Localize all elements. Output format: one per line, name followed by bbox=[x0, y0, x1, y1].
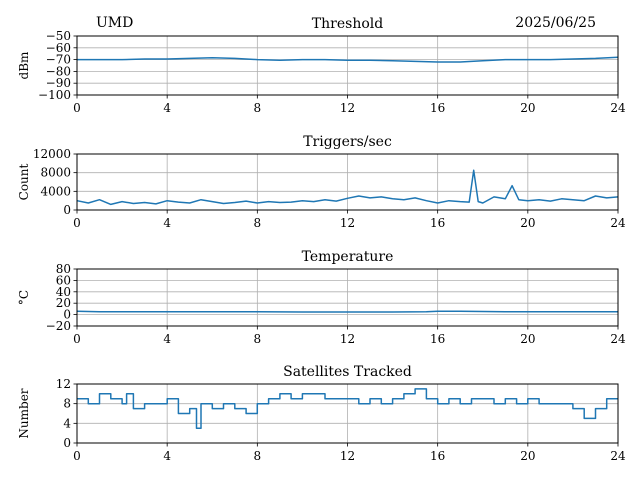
y-tick-label: 12 bbox=[56, 377, 71, 391]
panel-title: Triggers/sec bbox=[303, 134, 392, 150]
y-axis-label: Count bbox=[17, 163, 31, 200]
x-tick-label: 24 bbox=[610, 449, 626, 463]
x-tick-label: 8 bbox=[254, 449, 262, 463]
y-tick-label: 8 bbox=[63, 397, 71, 411]
x-tick-label: 12 bbox=[340, 449, 355, 463]
y-axis-label: Number bbox=[17, 388, 31, 438]
y-tick-label: −70 bbox=[46, 53, 71, 67]
x-tick-label: 0 bbox=[73, 101, 81, 115]
y-tick-label: −100 bbox=[38, 88, 71, 102]
panel-title: Threshold bbox=[312, 16, 383, 32]
x-tick-label: 24 bbox=[610, 216, 626, 230]
y-tick-label: 0 bbox=[63, 203, 71, 217]
x-tick-label: 4 bbox=[163, 216, 171, 230]
y-tick-label: 8000 bbox=[40, 166, 71, 180]
x-tick-label: 20 bbox=[520, 449, 535, 463]
y-axis-label: dBm bbox=[17, 51, 31, 80]
y-tick-label: 0 bbox=[63, 436, 71, 450]
x-tick-label: 4 bbox=[163, 332, 171, 346]
chart-panel-1: 0 4 8 12 16 20 24 −100−90−80−70−60−50 Threshold d… bbox=[17, 16, 626, 115]
series-line bbox=[77, 388, 618, 430]
x-tick-label: 20 bbox=[520, 332, 535, 346]
y-axis-label: °C bbox=[17, 290, 31, 305]
x-tick-label: 12 bbox=[340, 332, 355, 346]
y-tick-label: 4000 bbox=[40, 184, 71, 198]
y-tick-label: 40 bbox=[56, 285, 71, 299]
x-tick-label: 24 bbox=[610, 101, 626, 115]
panel-title: Satellites Tracked bbox=[283, 364, 412, 380]
x-tick-label: 16 bbox=[430, 332, 445, 346]
x-tick-label: 16 bbox=[430, 101, 445, 115]
station-label: UMD bbox=[96, 15, 133, 31]
x-tick-label: 4 bbox=[163, 101, 171, 115]
x-tick-label: 0 bbox=[73, 449, 81, 463]
x-tick-label: 12 bbox=[340, 101, 355, 115]
x-tick-label: 12 bbox=[340, 216, 355, 230]
x-tick-label: 8 bbox=[254, 332, 262, 346]
x-tick-label: 8 bbox=[254, 216, 262, 230]
y-tick-label: −80 bbox=[46, 64, 71, 78]
x-tick-label: 0 bbox=[73, 332, 81, 346]
y-tick-label: 80 bbox=[56, 262, 71, 276]
x-tick-label: 0 bbox=[73, 216, 81, 230]
y-tick-label: 0 bbox=[63, 308, 71, 322]
x-tick-label: 20 bbox=[520, 216, 535, 230]
x-tick-label: 8 bbox=[254, 101, 262, 115]
x-tick-label: 16 bbox=[430, 449, 445, 463]
series-line bbox=[76, 169, 619, 206]
chart-panel-2: 0 4 8 12 16 20 24 0 4000 8000 12000 Triggers/sec Cou… bbox=[17, 134, 626, 230]
y-tick-label: 60 bbox=[56, 273, 71, 287]
x-tick-label: 4 bbox=[163, 449, 171, 463]
x-tick-label: 20 bbox=[520, 101, 535, 115]
x-tick-label: 16 bbox=[430, 216, 445, 230]
series-line bbox=[77, 56, 619, 63]
y-tick-label: 4 bbox=[63, 416, 71, 430]
panel-title: Temperature bbox=[302, 249, 394, 265]
y-tick-label: 20 bbox=[56, 296, 71, 310]
y-tick-label: −50 bbox=[46, 29, 71, 43]
date-label: 2025/06/25 bbox=[515, 15, 596, 31]
series-line bbox=[76, 310, 618, 313]
y-tick-label: −60 bbox=[46, 41, 71, 55]
y-tick-label: −20 bbox=[46, 319, 71, 333]
y-tick-label: 12000 bbox=[33, 147, 71, 161]
x-tick-label: 24 bbox=[610, 332, 626, 346]
chart-panel-4: 0 4 8 12 16 20 24 0 4 8 12 Satellites Tracked Number bbox=[17, 364, 626, 463]
y-tick-label: −90 bbox=[46, 76, 71, 90]
